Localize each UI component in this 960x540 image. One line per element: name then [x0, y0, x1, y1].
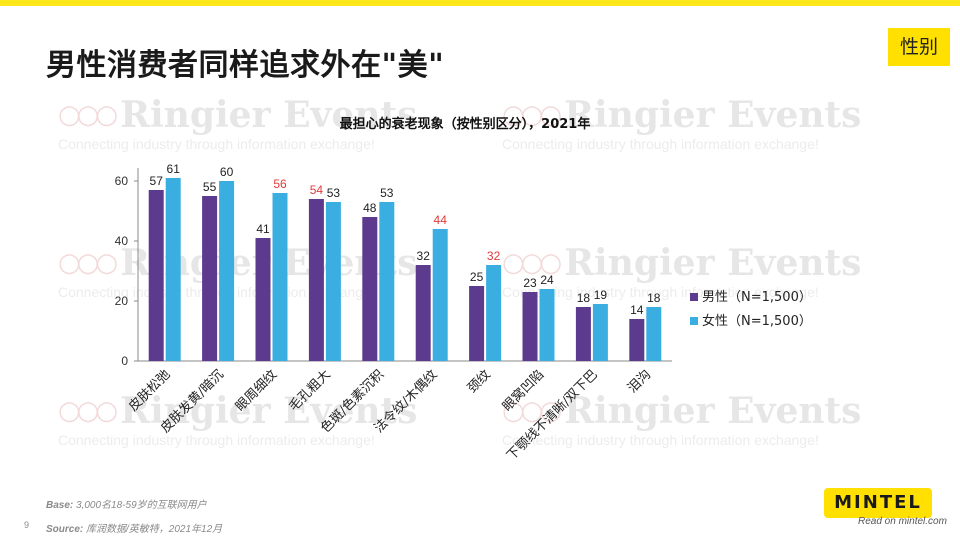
data-label-female: 61	[167, 162, 181, 176]
data-label-male: 54	[310, 183, 324, 197]
category-label: 毛孔粗大	[286, 367, 333, 414]
category-label: 颈纹	[465, 367, 494, 396]
read-on-link[interactable]: Read on mintel.com	[858, 516, 947, 527]
bar-male	[575, 307, 591, 361]
bar-male	[308, 199, 324, 361]
chart-title: 最担心的衰老现象（按性别区分），2021年	[340, 116, 591, 132]
data-label-female: 32	[487, 249, 501, 263]
data-label-male: 48	[363, 201, 377, 215]
slide-title: 男性消费者同样追求外在"美"	[46, 48, 445, 83]
legend-label-female: 女性（N=1,500）	[702, 313, 812, 329]
bar-male	[629, 319, 645, 361]
bar-female	[539, 289, 555, 361]
bar-male	[255, 238, 271, 361]
y-tick-label: 40	[115, 234, 129, 248]
category-label: 眼窝凹陷	[499, 367, 547, 415]
data-label-female: 60	[220, 165, 234, 179]
data-label-female: 19	[594, 288, 608, 302]
y-tick-label: 60	[115, 174, 129, 188]
bar-male	[148, 190, 164, 361]
bar-female	[379, 202, 395, 361]
y-tick-label: 20	[115, 294, 129, 308]
bar-female	[432, 229, 448, 361]
base-note: Base: 3,000名18-59岁的互联网用户	[46, 500, 207, 511]
bar-female	[325, 202, 341, 361]
page-number: 9	[24, 520, 30, 530]
category-label: 眼周细纹	[233, 367, 280, 414]
source-note: Source: 库润数据/英敏特，2021年12月	[46, 524, 223, 535]
data-label-male: 55	[203, 180, 217, 194]
bar-female	[486, 265, 502, 361]
y-tick-label: 0	[121, 354, 128, 368]
data-label-female: 44	[434, 213, 448, 227]
data-label-female: 24	[540, 273, 554, 287]
data-label-male: 14	[630, 303, 644, 317]
data-label-female: 18	[647, 291, 661, 305]
data-label-male: 23	[523, 276, 537, 290]
bar-male	[469, 286, 485, 361]
bar-female	[165, 178, 181, 361]
top-accent-bar	[0, 0, 960, 6]
bar-male	[362, 217, 378, 361]
bar-male	[522, 292, 538, 361]
legend-swatch-male	[690, 293, 698, 301]
bar-male	[202, 196, 218, 361]
data-label-female: 56	[273, 177, 287, 191]
legend-swatch-female	[690, 317, 698, 325]
mintel-logo: MINTEL	[824, 488, 932, 518]
bar-female	[272, 193, 288, 361]
bar-female	[592, 304, 608, 361]
data-label-female: 53	[380, 186, 394, 200]
bar-female	[646, 307, 662, 361]
bar-female	[219, 181, 235, 361]
topic-tag: 性别	[888, 28, 950, 66]
data-label-male: 18	[577, 291, 591, 305]
data-label-male: 57	[150, 174, 164, 188]
bar-male	[415, 265, 431, 361]
data-label-male: 25	[470, 270, 484, 284]
legend-label-male: 男性（N=1,500）	[702, 290, 812, 305]
category-label: 皮肤松弛	[126, 367, 173, 414]
data-label-male: 32	[417, 249, 431, 263]
data-label-female: 53	[327, 186, 341, 200]
data-label-male: 41	[256, 222, 270, 236]
category-label: 下颚线不清晰/双下巴	[504, 367, 600, 463]
category-label: 泪沟	[625, 367, 654, 396]
